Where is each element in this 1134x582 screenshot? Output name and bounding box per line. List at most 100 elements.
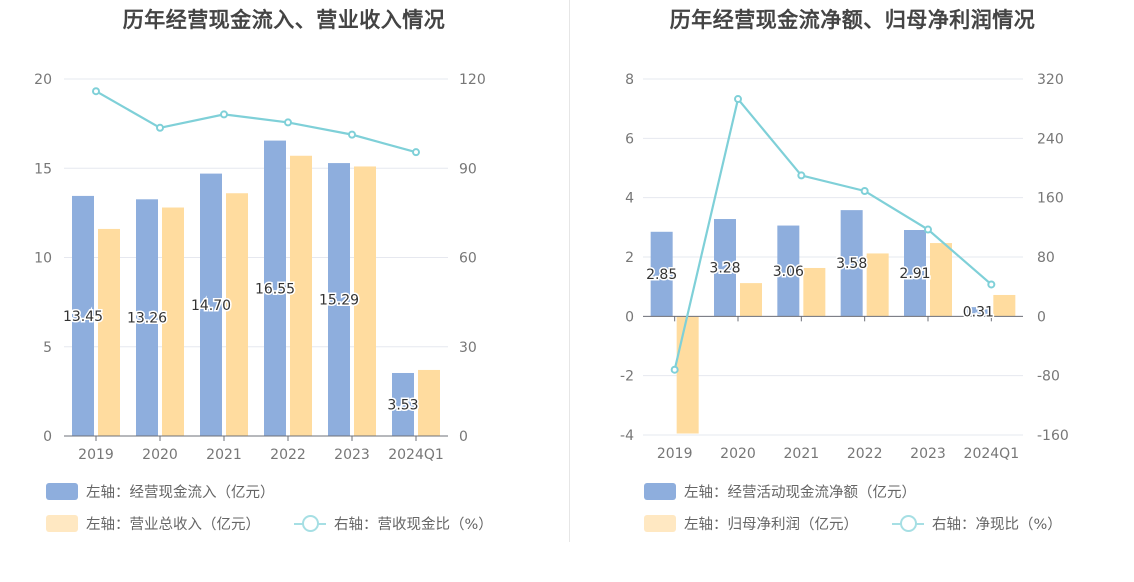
y-left-tick-label: 0 <box>43 429 52 445</box>
y-right-tick-label: 80 <box>1037 250 1055 266</box>
legend-swatch <box>46 483 78 500</box>
x-tick-label: 2019 <box>657 446 693 462</box>
bar-series-1 <box>264 140 286 436</box>
line-point <box>412 148 420 157</box>
bar-data-label: 2.85 <box>646 267 677 283</box>
legend-swatch <box>644 483 676 500</box>
bar-series-2 <box>676 316 699 434</box>
legend-item-cash-inflow[interactable]: 左轴：经营现金流入（亿元） <box>46 481 275 502</box>
x-tick-label: 2019 <box>78 447 114 463</box>
x-tick-label: 2024Q1 <box>388 447 444 463</box>
bar-series-1 <box>72 195 94 436</box>
bar-series-2 <box>98 228 120 436</box>
bar-series-2 <box>290 155 312 436</box>
y-left-tick-label: 10 <box>34 251 52 267</box>
bar-series-1 <box>328 163 350 437</box>
y-right-tick-label: 160 <box>1037 191 1064 207</box>
bar-series-1 <box>967 307 990 317</box>
x-tick-label: 2024Q1 <box>964 446 1020 462</box>
y-right-tick-label: 90 <box>459 161 477 177</box>
bar-series-1 <box>840 210 863 317</box>
x-tick-label: 2022 <box>270 447 306 463</box>
legend-label: 左轴：归母净利润（亿元） <box>684 517 858 533</box>
y-left-tick-label: 15 <box>34 161 52 177</box>
panel-divider <box>569 0 570 542</box>
bar-data-label: 3.58 <box>836 256 867 272</box>
legend-item-net-cash-ratio[interactable]: 右轴：净现比（%） <box>892 513 1062 534</box>
bar-series-2 <box>803 267 826 317</box>
bar-series-1 <box>777 225 800 317</box>
y-left-tick-label: 0 <box>625 309 634 325</box>
line-point <box>987 280 996 289</box>
x-tick-label: 2023 <box>910 446 946 462</box>
bar-data-label: 3.28 <box>709 261 740 277</box>
legend-swatch <box>644 515 676 532</box>
x-tick-label: 2023 <box>334 447 370 463</box>
y-left-tick-label: 4 <box>625 191 634 207</box>
bar-data-label: 0.31 <box>963 305 994 321</box>
legend-item-net-cash-flow[interactable]: 左轴：经营活动现金流净额（亿元） <box>644 481 916 502</box>
bar-series-2 <box>354 166 376 436</box>
line-point <box>924 225 932 234</box>
y-right-tick-label: -80 <box>1037 369 1060 385</box>
x-tick-label: 2020 <box>142 447 178 463</box>
bar-series-2 <box>866 253 889 317</box>
y-right-tick-label: 240 <box>1037 131 1064 147</box>
legend-item-revenue[interactable]: 左轴：营业总收入（亿元） <box>46 513 260 534</box>
legend-label: 右轴：营收现金比（%） <box>334 517 493 533</box>
x-tick-label: 2021 <box>784 446 820 462</box>
bar-series-1 <box>650 231 673 317</box>
y-right-tick-label: 120 <box>459 72 486 88</box>
right-chart-panel: 历年经营现金流净额、归母净利润情况 -4 -2 0 2 4 6 8 -160 -80 0 80 160… <box>571 0 1134 582</box>
y-right-tick-label: 320 <box>1037 72 1064 88</box>
line-point <box>220 110 228 119</box>
bar-series-2 <box>993 294 1016 317</box>
bar-data-label: 15.29 <box>319 293 359 309</box>
chart-plot-right: -4 -2 0 2 4 6 8 -160 -80 0 80 160 240 320 2019 2020 2021… <box>620 72 1069 462</box>
legend-line-icon <box>294 515 326 532</box>
y-left-tick-label: 6 <box>625 131 634 147</box>
bar-data-label: 13.45 <box>63 309 103 325</box>
left-chart-panel: 历年经营现金流入、营业收入情况 0 5 10 15 20 0 30 60 90 120 2019 20… <box>34 8 493 534</box>
bar-series-1 <box>904 230 926 317</box>
y-left-tick-label: 20 <box>34 72 52 88</box>
y-left-tick-label: 5 <box>43 340 52 356</box>
y-right-tick-label: 0 <box>459 429 468 445</box>
line-point <box>156 123 164 132</box>
legend-swatch <box>46 515 78 532</box>
legend-label: 左轴：经营现金流入（亿元） <box>86 485 275 501</box>
legend-line-icon <box>892 515 924 532</box>
line-series <box>95 90 417 154</box>
y-left-tick-label: 8 <box>625 72 634 88</box>
x-tick-label: 2020 <box>720 446 756 462</box>
x-tick-label: 2022 <box>847 446 883 462</box>
x-tick-label: 2021 <box>206 447 242 463</box>
y-right-tick-label: -160 <box>1037 428 1069 444</box>
bar-series-1 <box>136 199 158 436</box>
line-series <box>673 96 993 370</box>
bar-data-label: 3.53 <box>387 397 418 413</box>
y-right-tick-label: 60 <box>459 251 477 267</box>
y-left-tick-label: -4 <box>620 428 634 444</box>
legend-item-cash-revenue-ratio[interactable]: 右轴：营收现金比（%） <box>294 513 493 534</box>
bar-series-2 <box>226 193 248 436</box>
legend-item-net-profit[interactable]: 左轴：归母净利润（亿元） <box>644 513 858 534</box>
line-point <box>670 365 679 374</box>
bar-data-label: 14.70 <box>191 298 231 314</box>
chart-title: 历年经营现金流净额、归母净利润情况 <box>669 8 1036 32</box>
bar-series-2 <box>930 243 952 317</box>
line-point <box>92 87 100 96</box>
legend-label: 右轴：净现比（%） <box>932 517 1062 533</box>
chart-plot-left: 0 5 10 15 20 0 30 60 90 120 2019 2020 2021 2022 2023 20… <box>34 72 486 463</box>
line-point <box>284 118 292 127</box>
bar-series-2 <box>418 369 440 436</box>
bar-series-1 <box>714 219 736 317</box>
line-point <box>734 95 742 104</box>
line-point <box>860 186 869 195</box>
bar-series-2 <box>740 283 762 317</box>
y-left-tick-label: -2 <box>620 369 634 385</box>
y-right-tick-label: 30 <box>459 340 477 356</box>
line-point <box>797 171 806 180</box>
bar-series-1 <box>392 372 414 436</box>
bar-data-label: 3.06 <box>773 264 804 280</box>
